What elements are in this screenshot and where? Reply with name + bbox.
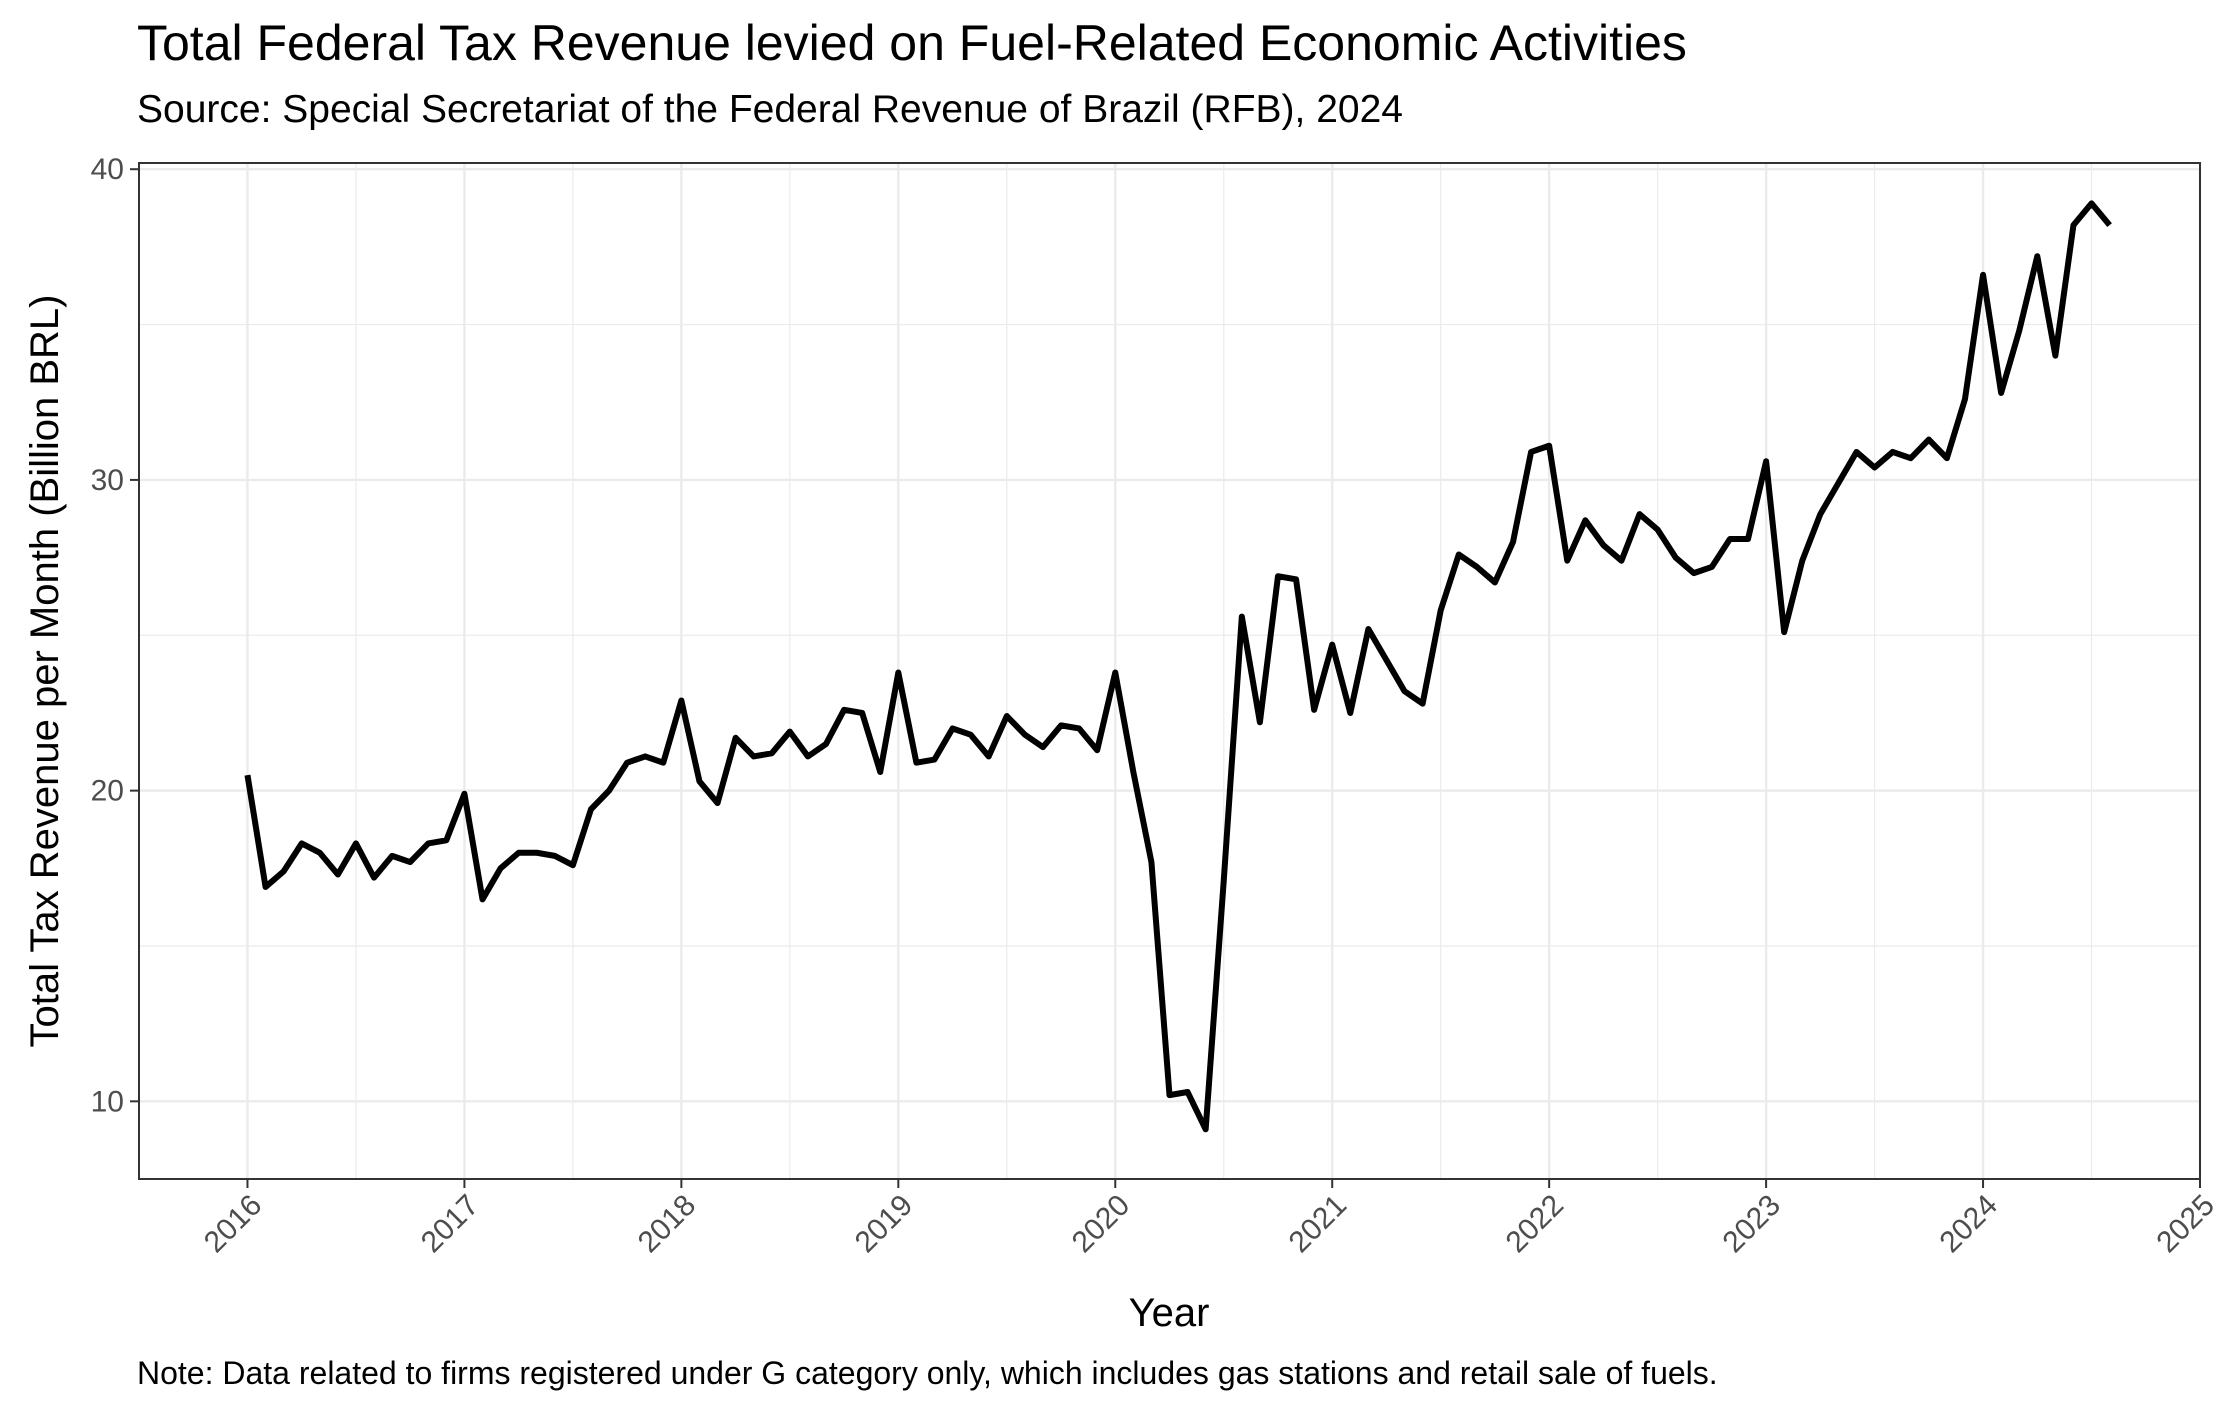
y-tick-label: 10 [91,1085,124,1118]
x-tick-label: 2017 [415,1189,486,1260]
y-axis-title: Total Tax Revenue per Month (Billion BRL… [23,295,67,1048]
y-tick-label: 40 [91,153,124,186]
y-tick-label: 20 [91,775,124,808]
x-tick-label: 2019 [849,1189,920,1260]
grid-major [139,163,2202,1179]
x-tick-label: 2018 [632,1189,703,1260]
x-tick-label: 2021 [1283,1189,1354,1260]
x-tick-label: 2023 [1717,1189,1788,1260]
x-tick-label: 2016 [198,1189,269,1260]
series-line [244,200,2112,1133]
chart-title: Total Federal Tax Revenue levied on Fuel… [137,15,1687,71]
y-axis: 10 20 30 40 [91,153,139,1118]
y-tick-label: 30 [91,464,124,497]
plot-border [138,162,2201,1180]
x-axis: 2016 2017 2018 2019 2020 2021 2022 2023 2024 2025 [198,1179,2221,1259]
plot-panel [139,163,2200,1179]
grid-minor [139,163,2200,1179]
x-tick-label: 2022 [1500,1189,1571,1260]
chart-caption: Note: Data related to firms registered u… [137,1355,1718,1391]
x-tick-label: 2020 [1066,1189,1137,1260]
x-tick-label: 2024 [1933,1189,2004,1260]
x-axis-title: Year [1129,1291,1210,1335]
x-tick-label: 2025 [2150,1189,2221,1260]
chart-subtitle: Source: Special Secretariat of the Feder… [137,88,1403,131]
